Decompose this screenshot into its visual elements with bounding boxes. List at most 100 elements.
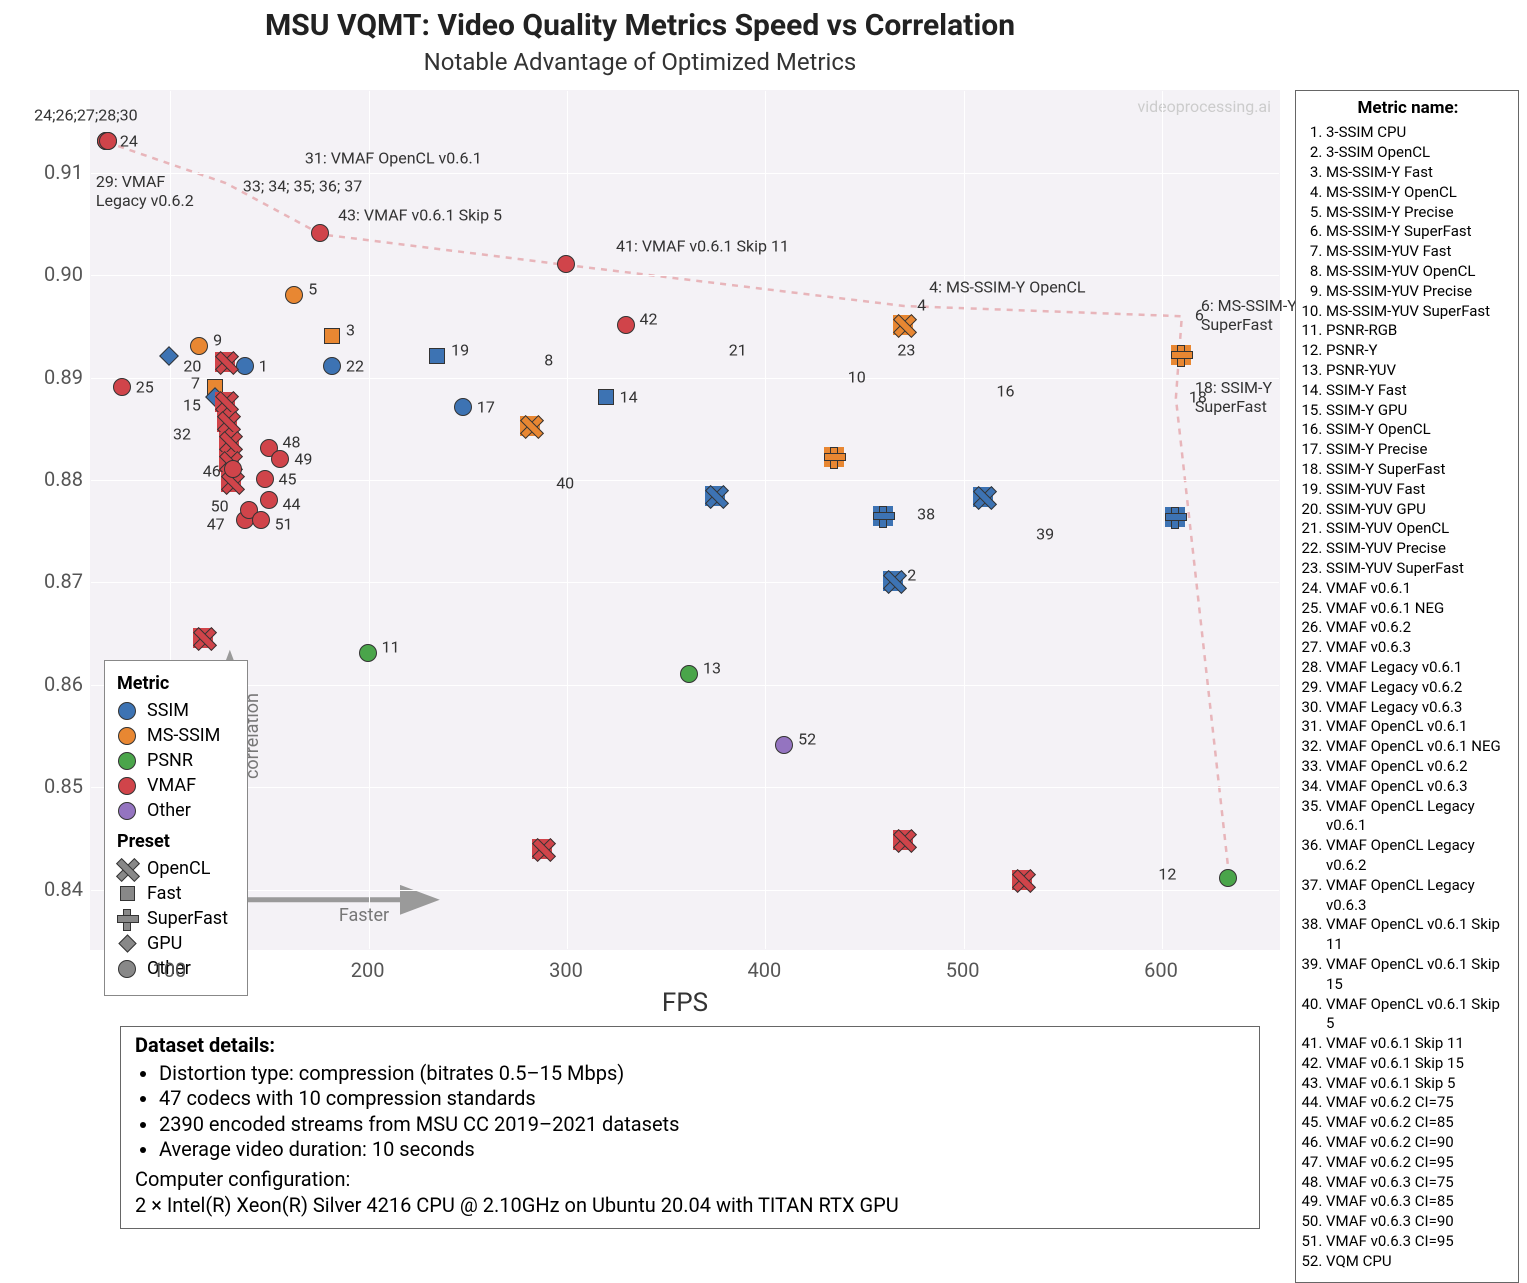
point-label-8: 8 [544, 351, 553, 370]
dataset-item: 2390 encoded streams from MSU CC 2019–20… [159, 1112, 1245, 1138]
metric-list-item: VMAF OpenCL v0.6.1 [1326, 717, 1510, 737]
metric-list-item: VMAF OpenCL Legacy v0.6.3 [1326, 876, 1510, 916]
callout-18: 18: SSIM-YSuperFast [1195, 378, 1272, 416]
metric-list-item: SSIM-YUV Fast [1326, 480, 1510, 500]
point-label-51: 51 [275, 515, 293, 534]
metric-list-item: VMAF v0.6.1 Skip 5 [1326, 1074, 1510, 1094]
point-label-44: 44 [283, 494, 301, 513]
metric-list-item: PSNR-RGB [1326, 321, 1510, 341]
legend-preset-row: OpenCL [117, 858, 235, 879]
point-label-47: 47 [207, 515, 225, 534]
metric-list-item: VMAF v0.6.3 [1326, 638, 1510, 658]
point-52 [775, 736, 793, 754]
figure-title: MSU VQMT: Video Quality Metrics Speed vs… [0, 8, 1280, 43]
y-tick: 0.88 [3, 467, 83, 491]
point-10 [824, 447, 844, 467]
legend-metric-row: MS-SSIM [117, 725, 235, 746]
legend-preset-header: Preset [117, 831, 235, 852]
point-23 [873, 506, 893, 526]
point-42 [617, 316, 635, 334]
callout-4: 4: MS-SSIM-Y OpenCL [929, 278, 1085, 297]
point-44 [260, 491, 278, 509]
metric-list-item: VMAF v0.6.1 [1326, 579, 1510, 599]
legend-box: Metric SSIMMS-SSIMPSNRVMAFOther Preset O… [104, 660, 248, 996]
legend-preset-row: Fast [117, 883, 235, 904]
point-13 [680, 665, 698, 683]
metric-list-item: VMAF OpenCL v0.6.3 [1326, 777, 1510, 797]
metric-list-item: MS-SSIM-Y OpenCL [1326, 183, 1510, 203]
y-tick: 0.87 [3, 569, 83, 593]
callout-41: 41: VMAF v0.6.1 Skip 11 [616, 237, 789, 256]
metric-list-item: MS-SSIM-YUV SuperFast [1326, 302, 1510, 322]
metric-list-item: PSNR-Y [1326, 341, 1510, 361]
point-label-14: 14 [620, 388, 638, 407]
point-label-39: 39 [1036, 525, 1054, 544]
metric-list-item: 3-SSIM OpenCL [1326, 143, 1510, 163]
point-14 [598, 389, 614, 405]
metric-list-item: VMAF OpenCL Legacy v0.6.2 [1326, 836, 1510, 876]
metric-list-item: VMAF v0.6.2 [1326, 618, 1510, 638]
point-5 [285, 286, 303, 304]
point-label-46: 46 [203, 461, 221, 480]
point-35 [219, 432, 239, 452]
metric-list: 3-SSIM CPU3-SSIM OpenCLMS-SSIM-Y FastMS-… [1306, 123, 1510, 1271]
point-label-45: 45 [279, 470, 297, 489]
y-tick: 0.84 [3, 877, 83, 901]
point-20 [159, 346, 179, 366]
callout-6: 6: MS-SSIM-YSuperFast [1201, 296, 1297, 334]
x-tick: 100 [152, 958, 186, 982]
point-label-20: 20 [183, 357, 201, 376]
legend-metric-row: SSIM [117, 700, 235, 721]
point-51 [252, 511, 270, 529]
metric-list-item: VMAF Legacy v0.6.1 [1326, 658, 1510, 678]
metric-list-item: SSIM-Y OpenCL [1326, 420, 1510, 440]
metric-list-item: VMAF v0.6.3 CI=75 [1326, 1173, 1510, 1193]
metric-list-item: VMAF v0.6.2 CI=75 [1326, 1093, 1510, 1113]
point-label-5: 5 [308, 279, 317, 298]
metric-list-box: Metric name: 3-SSIM CPU3-SSIM OpenCLMS-S… [1295, 90, 1519, 1283]
metric-list-item: VMAF OpenCL v0.6.2 [1326, 757, 1510, 777]
metric-list-item: VMAF Legacy v0.6.3 [1326, 698, 1510, 718]
point-12 [1219, 869, 1237, 887]
point-17 [454, 398, 472, 416]
legend-preset-row: GPU [117, 933, 235, 954]
config-header: Computer configuration: [135, 1167, 1245, 1193]
metric-list-item: SSIM-Y SuperFast [1326, 460, 1510, 480]
point-label-10: 10 [848, 367, 866, 386]
metric-list-item: MS-SSIM-Y Precise [1326, 203, 1510, 223]
metric-list-item: VMAF v0.6.2 CI=95 [1326, 1153, 1510, 1173]
y-tick: 0.91 [3, 160, 83, 184]
point-30 [99, 132, 117, 150]
point-40 [532, 839, 552, 859]
scatter-markers: 1234567891011121314151617181920212223242… [90, 90, 1280, 950]
callout-33: 33; 34; 35; 36; 37 [243, 177, 362, 196]
point-label-40: 40 [556, 474, 574, 493]
x-tick: 600 [1144, 958, 1178, 982]
metric-list-item: MS-SSIM-YUV OpenCL [1326, 262, 1510, 282]
metric-list-header: Metric name: [1306, 97, 1510, 119]
point-label-3: 3 [346, 320, 355, 339]
metric-list-item: VMAF v0.6.2 CI=85 [1326, 1113, 1510, 1133]
point-21 [705, 486, 725, 506]
point-label-4: 4 [917, 296, 926, 315]
point-label-24: 24 [120, 132, 138, 151]
metric-list-item: 3-SSIM CPU [1326, 123, 1510, 143]
point-1 [236, 357, 254, 375]
metric-list-item: VQM CPU [1326, 1252, 1510, 1272]
metric-list-item: VMAF OpenCL Legacy v0.6.1 [1326, 797, 1510, 837]
metric-list-item: SSIM-Y Precise [1326, 440, 1510, 460]
y-tick: 0.90 [3, 262, 83, 286]
point-label-38: 38 [917, 505, 935, 524]
metric-list-item: MS-SSIM-YUV Fast [1326, 242, 1510, 262]
point-49 [271, 450, 289, 468]
metric-list-item: VMAF OpenCL v0.6.1 Skip 15 [1326, 955, 1510, 995]
point-label-23: 23 [897, 341, 915, 360]
point-41 [557, 255, 575, 273]
metric-list-item: VMAF v0.6.3 CI=95 [1326, 1232, 1510, 1252]
point-label-22: 22 [346, 357, 364, 376]
point-16 [973, 487, 993, 507]
metric-list-item: SSIM-YUV Precise [1326, 539, 1510, 559]
point-39 [1012, 870, 1032, 890]
point-45 [256, 470, 274, 488]
callout-31: 31: VMAF OpenCL v0.6.1 [305, 149, 482, 168]
